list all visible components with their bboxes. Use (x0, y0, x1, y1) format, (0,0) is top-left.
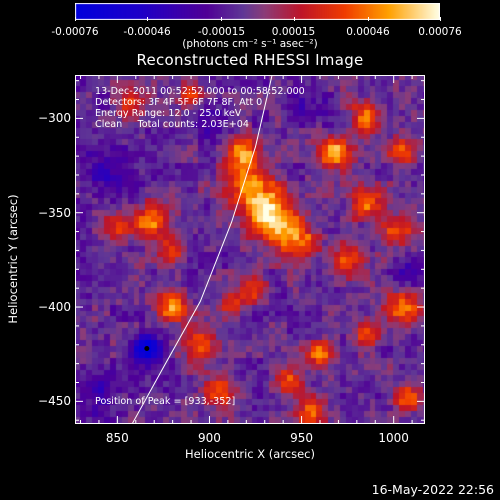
colorbar-tick-label: 0.00015 (271, 26, 316, 38)
colorbar-tick-mark (75, 17, 76, 21)
y-tick-label: −400 (38, 300, 71, 315)
dark-marker (144, 346, 150, 352)
colorbar-tick-label: -0.00046 (123, 26, 171, 38)
colorbar-unit-label: (photons cm⁻² s⁻¹ asec⁻²) (182, 38, 318, 50)
x-axis-label: Heliocentric X (arcsec) (185, 447, 315, 461)
y-tick-label: −350 (38, 205, 71, 220)
colorbar-tick-mark (147, 17, 149, 21)
annotation-energy: Energy Range: 12.0 - 25.0 keV (95, 108, 242, 119)
annotation-time: 13-Dec-2011 00:52:52.000 to 00:58:52.000 (95, 86, 305, 97)
colorbar-tick-mark (367, 17, 369, 21)
y-tick-label: −450 (38, 394, 71, 409)
plot-frame (75, 75, 425, 424)
colorbar (75, 3, 440, 20)
heatmap-image (75, 75, 425, 424)
colorbar-tick-mark (221, 17, 223, 21)
colorbar-tick-mark (293, 17, 295, 21)
x-tick-label: 950 (290, 431, 314, 445)
colorbar-tick-label: 0.00046 (346, 26, 390, 38)
plot-area: 13-Dec-2011 00:52:52.000 to 00:58:52.000… (75, 75, 425, 424)
x-tick-label: 1000 (378, 431, 409, 445)
datestamp: 16-May-2022 22:56 (371, 482, 494, 497)
solar-limb-line (131, 75, 273, 424)
annotation-clean: Clean Total counts: 2.03E+04 (95, 119, 249, 130)
colorbar-tick-label: -0.00076 (51, 26, 99, 38)
peak-position-label: Position of Peak = [933,-352] (95, 396, 236, 407)
plot-overlay (75, 75, 425, 424)
annotation-detectors: Detectors: 3F 4F 5F 6F 7F 8F, Att 0 (95, 97, 263, 108)
x-tick-label: 850 (105, 431, 129, 445)
y-tick-label: −300 (38, 111, 71, 126)
y-axis-label: Heliocentric Y (arcsec) (6, 194, 20, 324)
colorbar-tick-label: -0.00015 (197, 26, 246, 38)
chart-title: Reconstructed RHESSI Image (136, 51, 364, 69)
x-tick-label: 900 (198, 431, 221, 445)
colorbar-tick-mark (440, 17, 441, 21)
colorbar-tick-label: 0.00076 (418, 26, 462, 38)
